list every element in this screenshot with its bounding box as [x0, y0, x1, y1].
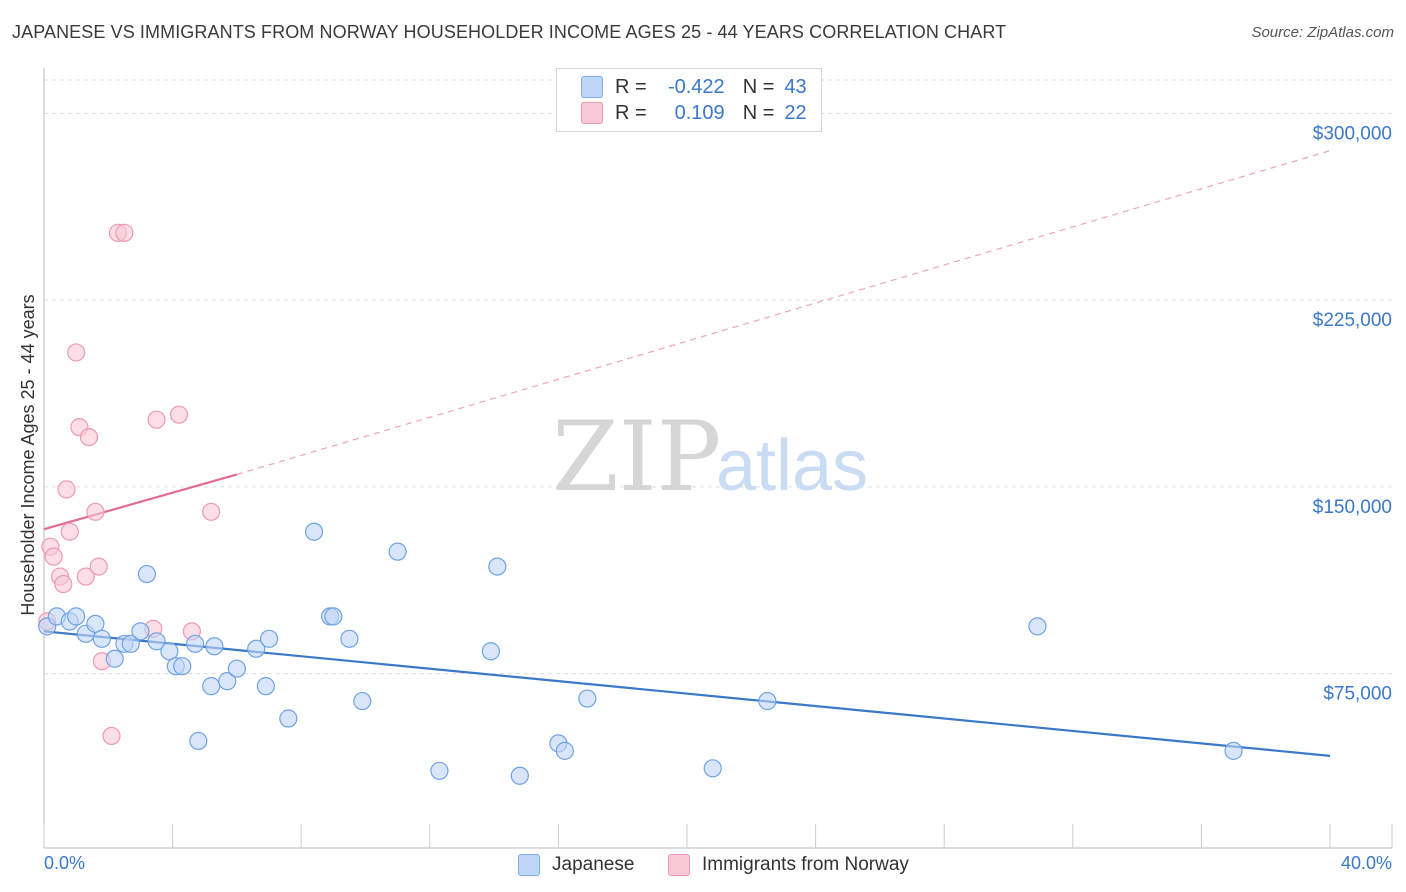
- point-norway: [147, 410, 166, 429]
- point-japanese: [247, 639, 266, 658]
- legend-r-value-norway: 0.109: [674, 101, 725, 124]
- point-japanese: [186, 634, 205, 653]
- bottom-legend-swatch-norway: [668, 854, 690, 876]
- point-japanese: [481, 642, 500, 661]
- point-norway: [67, 343, 86, 362]
- trend-line-norway: [43, 473, 238, 531]
- point-japanese: [1028, 617, 1047, 636]
- bottom-legend-label-norway: Immigrants from Norway: [702, 854, 909, 875]
- point-japanese: [86, 614, 105, 633]
- point-japanese: [173, 657, 192, 676]
- bottom-legend-swatch-japanese: [518, 854, 540, 876]
- legend-n-label: N =: [742, 75, 775, 98]
- point-norway: [169, 405, 189, 424]
- point-japanese: [758, 691, 777, 711]
- gridlines: [44, 79, 1392, 675]
- point-japanese: [324, 607, 343, 626]
- point-norway: [60, 522, 79, 541]
- point-japanese: [160, 642, 179, 661]
- point-norway: [79, 427, 99, 447]
- y-tick-label: $225,000: [1313, 310, 1392, 331]
- point-japanese: [304, 522, 324, 541]
- legend-n-value-japanese: 43: [784, 75, 807, 98]
- point-japanese: [189, 731, 208, 751]
- legend-n-value-norway: 22: [784, 101, 807, 124]
- legend-r-value-japanese: -0.422: [667, 75, 725, 98]
- source-label: Source: ZipAtlas.com: [1251, 24, 1394, 41]
- point-japanese: [131, 622, 150, 641]
- point-japanese: [703, 759, 722, 778]
- legend-swatch-norway: [581, 102, 603, 124]
- x-tick-label-min: 0.0%: [44, 853, 85, 873]
- point-norway: [102, 726, 121, 746]
- y-tick-label: $150,000: [1313, 497, 1392, 518]
- point-japanese: [279, 709, 298, 728]
- data-points: [38, 223, 1243, 785]
- point-japanese: [202, 677, 221, 696]
- point-japanese: [388, 542, 407, 561]
- point-japanese: [147, 632, 166, 651]
- point-norway: [86, 502, 105, 521]
- correlation-legend: R = -0.422 N = 43 R = 0.109 N = 22: [556, 68, 822, 132]
- point-japanese: [259, 629, 279, 648]
- point-norway: [44, 547, 63, 566]
- y-axis-label: Householder Income Ages 25 - 44 years: [18, 294, 38, 615]
- y-tick-label: $75,000: [1323, 684, 1392, 705]
- point-japanese: [227, 659, 246, 678]
- point-japanese: [578, 689, 597, 708]
- point-japanese: [92, 629, 111, 648]
- point-japanese: [121, 634, 140, 653]
- point-japanese: [488, 557, 507, 576]
- x-tick-label-max: 40.0%: [1341, 853, 1392, 873]
- point-japanese: [105, 649, 124, 668]
- point-japanese: [430, 761, 449, 780]
- trend-line-norway-extension: [236, 150, 1331, 476]
- legend-r-label: R =: [615, 101, 647, 124]
- legend-row-norway: R = 0.109 N = 22: [581, 100, 807, 126]
- point-japanese: [510, 766, 529, 785]
- watermark-zip: ZIP: [552, 401, 721, 513]
- point-japanese: [1224, 741, 1243, 760]
- bottom-legend-label-japanese: Japanese: [552, 854, 635, 875]
- bottom-legend-norway: Immigrants from Norway: [668, 852, 909, 878]
- legend-n-label: N =: [742, 101, 775, 124]
- watermark-atlas: atlas: [716, 426, 868, 506]
- point-japanese: [353, 691, 372, 711]
- axes: [43, 68, 1393, 849]
- point-norway: [57, 480, 76, 499]
- point-japanese: [137, 564, 156, 584]
- point-norway: [115, 223, 134, 242]
- point-japanese: [555, 741, 574, 760]
- y-tick-labels: $75,000 $150,000 $225,000 $300,000: [1313, 123, 1392, 704]
- point-japanese: [205, 637, 224, 656]
- bottom-legend-japanese: Japanese: [518, 852, 634, 878]
- point-japanese: [256, 677, 275, 696]
- point-japanese: [340, 629, 359, 648]
- point-japanese: [67, 607, 86, 626]
- point-norway: [54, 574, 73, 594]
- y-tick-label: $300,000: [1313, 123, 1392, 144]
- point-norway: [202, 502, 221, 521]
- point-japanese: [218, 672, 237, 691]
- watermark: ZIP atlas: [552, 401, 868, 513]
- legend-row-japanese: R = -0.422 N = 43: [581, 74, 807, 100]
- point-norway: [76, 567, 95, 586]
- point-norway: [89, 557, 108, 576]
- legend-swatch-japanese: [581, 76, 603, 98]
- legend-r-label: R =: [615, 75, 647, 98]
- chart-title: JAPANESE VS IMMIGRANTS FROM NORWAY HOUSE…: [12, 22, 1007, 42]
- trend-line-japanese: [43, 630, 1331, 757]
